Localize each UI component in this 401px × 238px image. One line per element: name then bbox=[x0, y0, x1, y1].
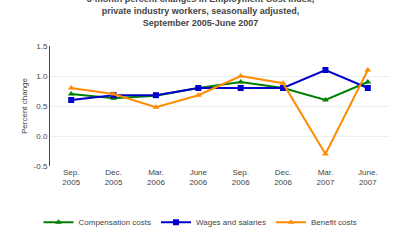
svg-text:3-month percent changes in Emp: 3-month percent changes in Employment Co… bbox=[87, 0, 315, 28]
svg-text:Mar.2007: Mar.2007 bbox=[317, 168, 335, 187]
svg-text:Percent change: Percent change bbox=[20, 77, 29, 134]
svg-text:-0.5: -0.5 bbox=[34, 162, 48, 171]
svg-text:1.0: 1.0 bbox=[36, 72, 48, 81]
svg-text:Compensation costs: Compensation costs bbox=[79, 218, 151, 227]
svg-text:Dec.2005: Dec.2005 bbox=[105, 168, 123, 187]
svg-text:0.0: 0.0 bbox=[36, 132, 48, 141]
svg-text:Sep.2006: Sep.2006 bbox=[232, 168, 250, 187]
svg-text:1.5: 1.5 bbox=[36, 42, 48, 51]
svg-text:June2006: June2006 bbox=[189, 168, 207, 187]
svg-text:Benefit costs: Benefit costs bbox=[311, 218, 357, 227]
svg-text:Wages and salaries: Wages and salaries bbox=[196, 218, 266, 227]
svg-text:0.5: 0.5 bbox=[36, 102, 48, 111]
svg-text:June.2007: June.2007 bbox=[358, 168, 378, 187]
svg-text:Dec.2006: Dec.2006 bbox=[274, 168, 292, 187]
svg-text:Sep.2005: Sep.2005 bbox=[62, 168, 80, 187]
svg-text:Mar.2006: Mar.2006 bbox=[147, 168, 165, 187]
